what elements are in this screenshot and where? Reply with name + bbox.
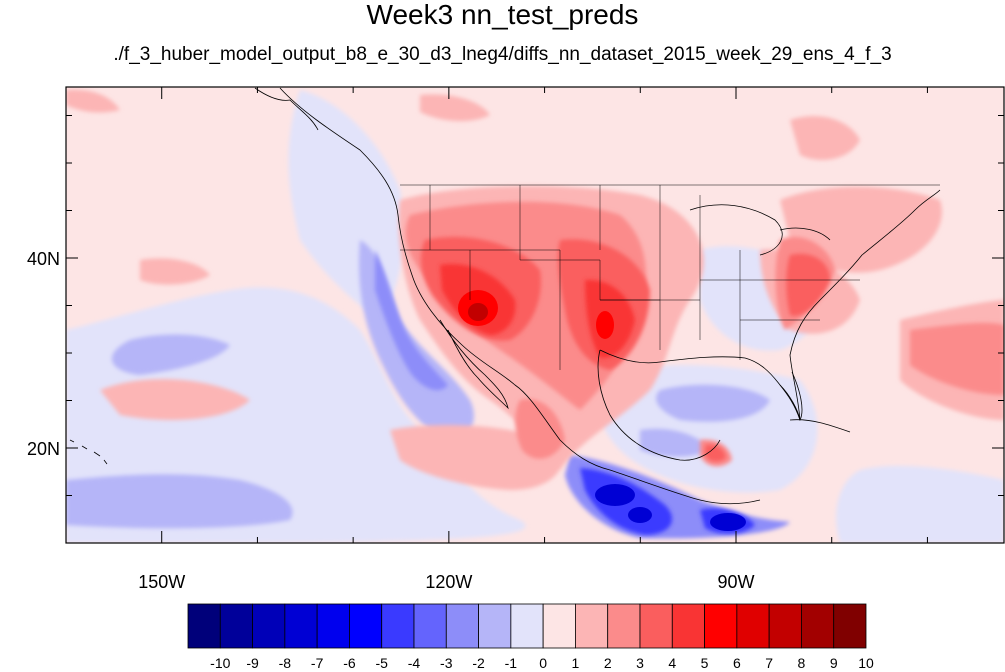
east-coast — [789, 189, 941, 421]
colorbar-label: -6 — [343, 655, 356, 671]
colorbar-label: 0 — [539, 655, 547, 671]
colorbar-swatch — [381, 603, 415, 649]
map-title: Week3 nn_test_preds — [366, 0, 639, 30]
colorbar-labels: -10 -9 -8 -7 -6 -5 -4 -3 -2 -1 0 1 2 3 4 5 6 7 8 9 10 — [210, 655, 874, 671]
field-band-pos8 — [468, 303, 488, 321]
y-axis-labels: 40N 20N — [27, 249, 60, 459]
colorbar-swatch — [478, 603, 512, 649]
colorbar-swatch — [252, 603, 286, 649]
colorbar-label: 4 — [668, 655, 676, 671]
colorbar-label: -10 — [210, 655, 230, 671]
colorbar-swatch — [219, 603, 253, 649]
colorbar-swatch — [510, 603, 544, 649]
x-tick-label: 90W — [717, 572, 754, 592]
baja-coast — [439, 319, 509, 410]
colorbar-label: -3 — [440, 655, 453, 671]
colorbar-label: 3 — [636, 655, 644, 671]
colorbar-label: 10 — [858, 655, 874, 671]
hawaii — [69, 439, 108, 465]
gulf-coast — [599, 349, 801, 421]
colorbar-label: 7 — [765, 655, 773, 671]
colorbar-swatch — [704, 603, 738, 649]
colorbar-swatch — [316, 603, 350, 649]
colorbar-label: 1 — [572, 655, 580, 671]
field-band-neg7 — [595, 484, 746, 531]
cuba — [789, 419, 851, 433]
map-subtitle: ./f_3_huber_model_output_b8_e_30_d3_lneg… — [113, 44, 892, 65]
colorbar-label: 6 — [733, 655, 741, 671]
colorbar-swatch — [801, 603, 835, 649]
colorbar-label: 2 — [604, 655, 612, 671]
colorbar-swatch — [639, 603, 673, 649]
colorbar-label: -8 — [279, 655, 292, 671]
mexico-gulf-coast — [597, 349, 721, 461]
axis-ticks — [65, 87, 1004, 544]
y-tick-label: 40N — [27, 249, 60, 269]
colorbar-swatch — [349, 603, 383, 649]
y-tick-label: 20N — [27, 439, 60, 459]
colorbar-swatch — [445, 603, 479, 649]
colorbar-label: 8 — [798, 655, 806, 671]
x-axis-labels: 150W 120W 90W — [138, 572, 754, 592]
colorbar-swatch — [736, 603, 770, 649]
x-tick-label: 150W — [138, 572, 185, 592]
colorbar-swatch — [542, 603, 576, 649]
west-coast — [279, 87, 761, 505]
coastlines — [69, 87, 941, 505]
colorbar-swatch — [187, 603, 221, 649]
colorbar-label: -7 — [311, 655, 324, 671]
great-lakes — [689, 204, 831, 256]
colorbar-swatch — [413, 603, 447, 649]
x-tick-label: 120W — [425, 572, 472, 592]
colorbar-swatch — [671, 603, 705, 649]
colorbar-label: 9 — [830, 655, 838, 671]
colorbar-swatch — [768, 603, 802, 649]
colorbar-swatch — [607, 603, 641, 649]
colorbar-label: -9 — [246, 655, 259, 671]
state-borders — [400, 184, 940, 370]
anomaly-field — [66, 89, 1004, 543]
colorbar-label: -1 — [505, 655, 518, 671]
colorbar-label: 5 — [701, 655, 709, 671]
colorbar-swatch — [284, 603, 318, 649]
colorbar-label: -2 — [472, 655, 485, 671]
colorbar-swatch — [575, 603, 609, 649]
alaska-coast — [254, 87, 319, 131]
colorbar-label: -5 — [375, 655, 388, 671]
colorbar-label: -4 — [408, 655, 421, 671]
colorbar-swatch — [833, 603, 867, 649]
plot-frame — [65, 86, 1005, 544]
colorbar — [187, 603, 867, 649]
